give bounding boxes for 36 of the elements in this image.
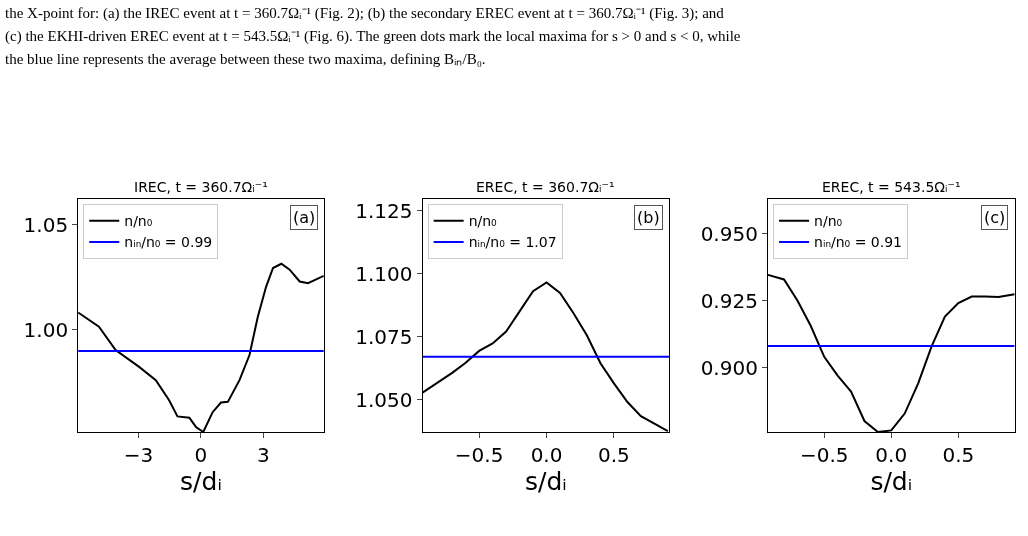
y-tick-label: 0.900 — [700, 355, 758, 380]
chart-title: IREC, t = 360.7Ωᵢ⁻¹ — [134, 179, 268, 195]
chart-title: EREC, t = 543.5Ωᵢ⁻¹ — [822, 179, 961, 195]
legend-label: nᵢₙ/n₀ = 1.07 — [468, 234, 557, 251]
legend-label: n/n₀ — [124, 213, 153, 230]
legend-label: nᵢₙ/n₀ = 0.91 — [814, 234, 903, 251]
x-tick-label: 0 — [194, 443, 208, 468]
x-tick-label: 0.5 — [942, 443, 975, 468]
annotation: (a) — [293, 208, 316, 227]
legend-label: n/n₀ — [814, 213, 843, 230]
y-tick-label: 1.100 — [355, 261, 413, 286]
x-tick-label: 0.0 — [530, 443, 563, 468]
x-tick-label: −0.5 — [799, 443, 849, 468]
annotation: (b) — [637, 208, 660, 227]
y-tick-label: 1.05 — [23, 212, 69, 237]
y-tick-label: 0.925 — [700, 288, 758, 313]
x-tick-label: −0.5 — [454, 443, 504, 468]
text: the blue line represents the average between these two maxima, defining Bᵢₙ/B₀. — [5, 51, 486, 67]
x-tick-label: 0.5 — [598, 443, 630, 468]
x-tick-label: 3 — [257, 443, 270, 468]
text: the X-point for: (a) the IREC event at t = 360.7Ωᵢ⁻¹ (Fig. 2); (b) the secondary EREC event at t = 360.7Ωᵢ⁻¹ (Fig. 3); and — [5, 5, 725, 22]
y-tick-label: 1.075 — [355, 324, 413, 349]
x-axis-title: s/dᵢ — [870, 467, 913, 497]
legend-label: nᵢₙ/n₀ = 0.99 — [124, 234, 213, 251]
x-tick-label: −3 — [123, 443, 154, 468]
y-tick-label: 0.950 — [700, 221, 758, 246]
annotation: (c) — [984, 208, 1006, 227]
y-tick-label: 1.125 — [355, 198, 413, 223]
chart-title: EREC, t = 360.7Ωᵢ⁻¹ — [476, 179, 615, 195]
y-tick-label: 1.050 — [355, 387, 413, 412]
text: (c) the EKHI-driven EREC event at t = 543.5Ωᵢ⁻¹ (Fig. 6). The green dots mark the local maxima for s > 0 and s < 0, while — [5, 28, 741, 45]
x-axis-title: s/dᵢ — [180, 467, 222, 497]
x-tick-label: 0.0 — [875, 443, 908, 468]
y-tick-label: 1.00 — [23, 317, 69, 342]
x-axis-title: s/dᵢ — [524, 467, 567, 497]
legend-label: n/n₀ — [468, 213, 498, 230]
